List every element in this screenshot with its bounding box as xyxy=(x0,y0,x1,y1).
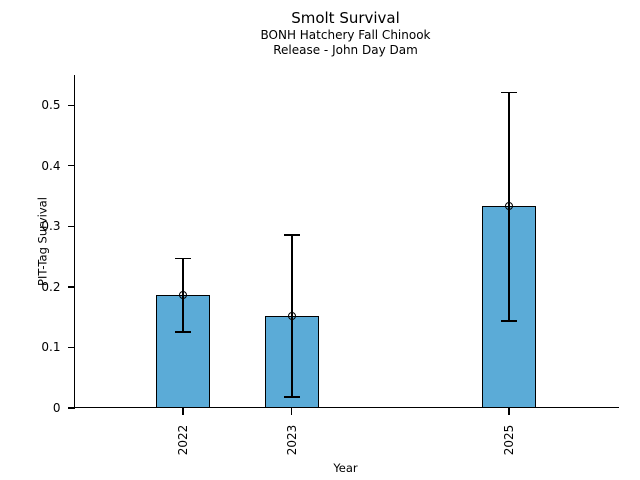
chart-title: Smolt Survival xyxy=(291,9,400,27)
error-cap-top-2023 xyxy=(283,233,300,236)
y-tick-0.4 xyxy=(67,165,74,167)
chart-subtitle-line1: BONH Hatchery Fall Chinook xyxy=(260,28,431,42)
y-tick-label-0.5: 0.5 xyxy=(41,98,61,113)
point-marker-2023 xyxy=(287,311,296,320)
error-cap-bottom-2022 xyxy=(175,331,192,334)
x-tick-2023 xyxy=(291,408,293,415)
x-axis-spine xyxy=(73,407,619,409)
y-tick-0.1 xyxy=(67,346,74,349)
title-block: Smolt Survival BONH Hatchery Fall Chinoo… xyxy=(74,8,617,58)
point-marker-2022 xyxy=(179,291,188,300)
point-marker-2025 xyxy=(504,202,513,211)
x-axis-label: Year xyxy=(333,461,358,475)
x-tick-2025 xyxy=(508,408,510,415)
y-tick-0.3 xyxy=(67,225,74,227)
plot-area: 0 0.1 0.2 0.3 0.4 0.5 2022 2023 2025 xyxy=(41,75,619,455)
y-tick-label-0.2: 0.2 xyxy=(41,279,61,294)
error-cap-bottom-2025 xyxy=(500,319,517,322)
y-tick-label-0.3: 0.3 xyxy=(41,219,61,234)
x-tick-2022 xyxy=(182,408,184,415)
y-tick-0.2 xyxy=(67,286,74,288)
x-tick-label-2025: 2025 xyxy=(501,424,516,456)
y-tick-label-0: 0 xyxy=(52,401,61,415)
error-cap-bottom-2023 xyxy=(283,396,300,398)
chart-subtitle-line2: Release - John Day Dam xyxy=(273,43,418,57)
x-tick-label-2023: 2023 xyxy=(284,424,299,456)
y-axis-spine xyxy=(73,75,75,409)
y-tick-label-0.4: 0.4 xyxy=(41,158,61,173)
x-tick-label-2022: 2022 xyxy=(176,424,191,456)
error-cap-top-2025 xyxy=(500,91,517,94)
y-tick-0.5 xyxy=(67,104,74,106)
error-cap-top-2022 xyxy=(175,257,192,260)
y-tick-label-0.1: 0.1 xyxy=(41,340,61,355)
y-tick-0 xyxy=(67,407,74,409)
